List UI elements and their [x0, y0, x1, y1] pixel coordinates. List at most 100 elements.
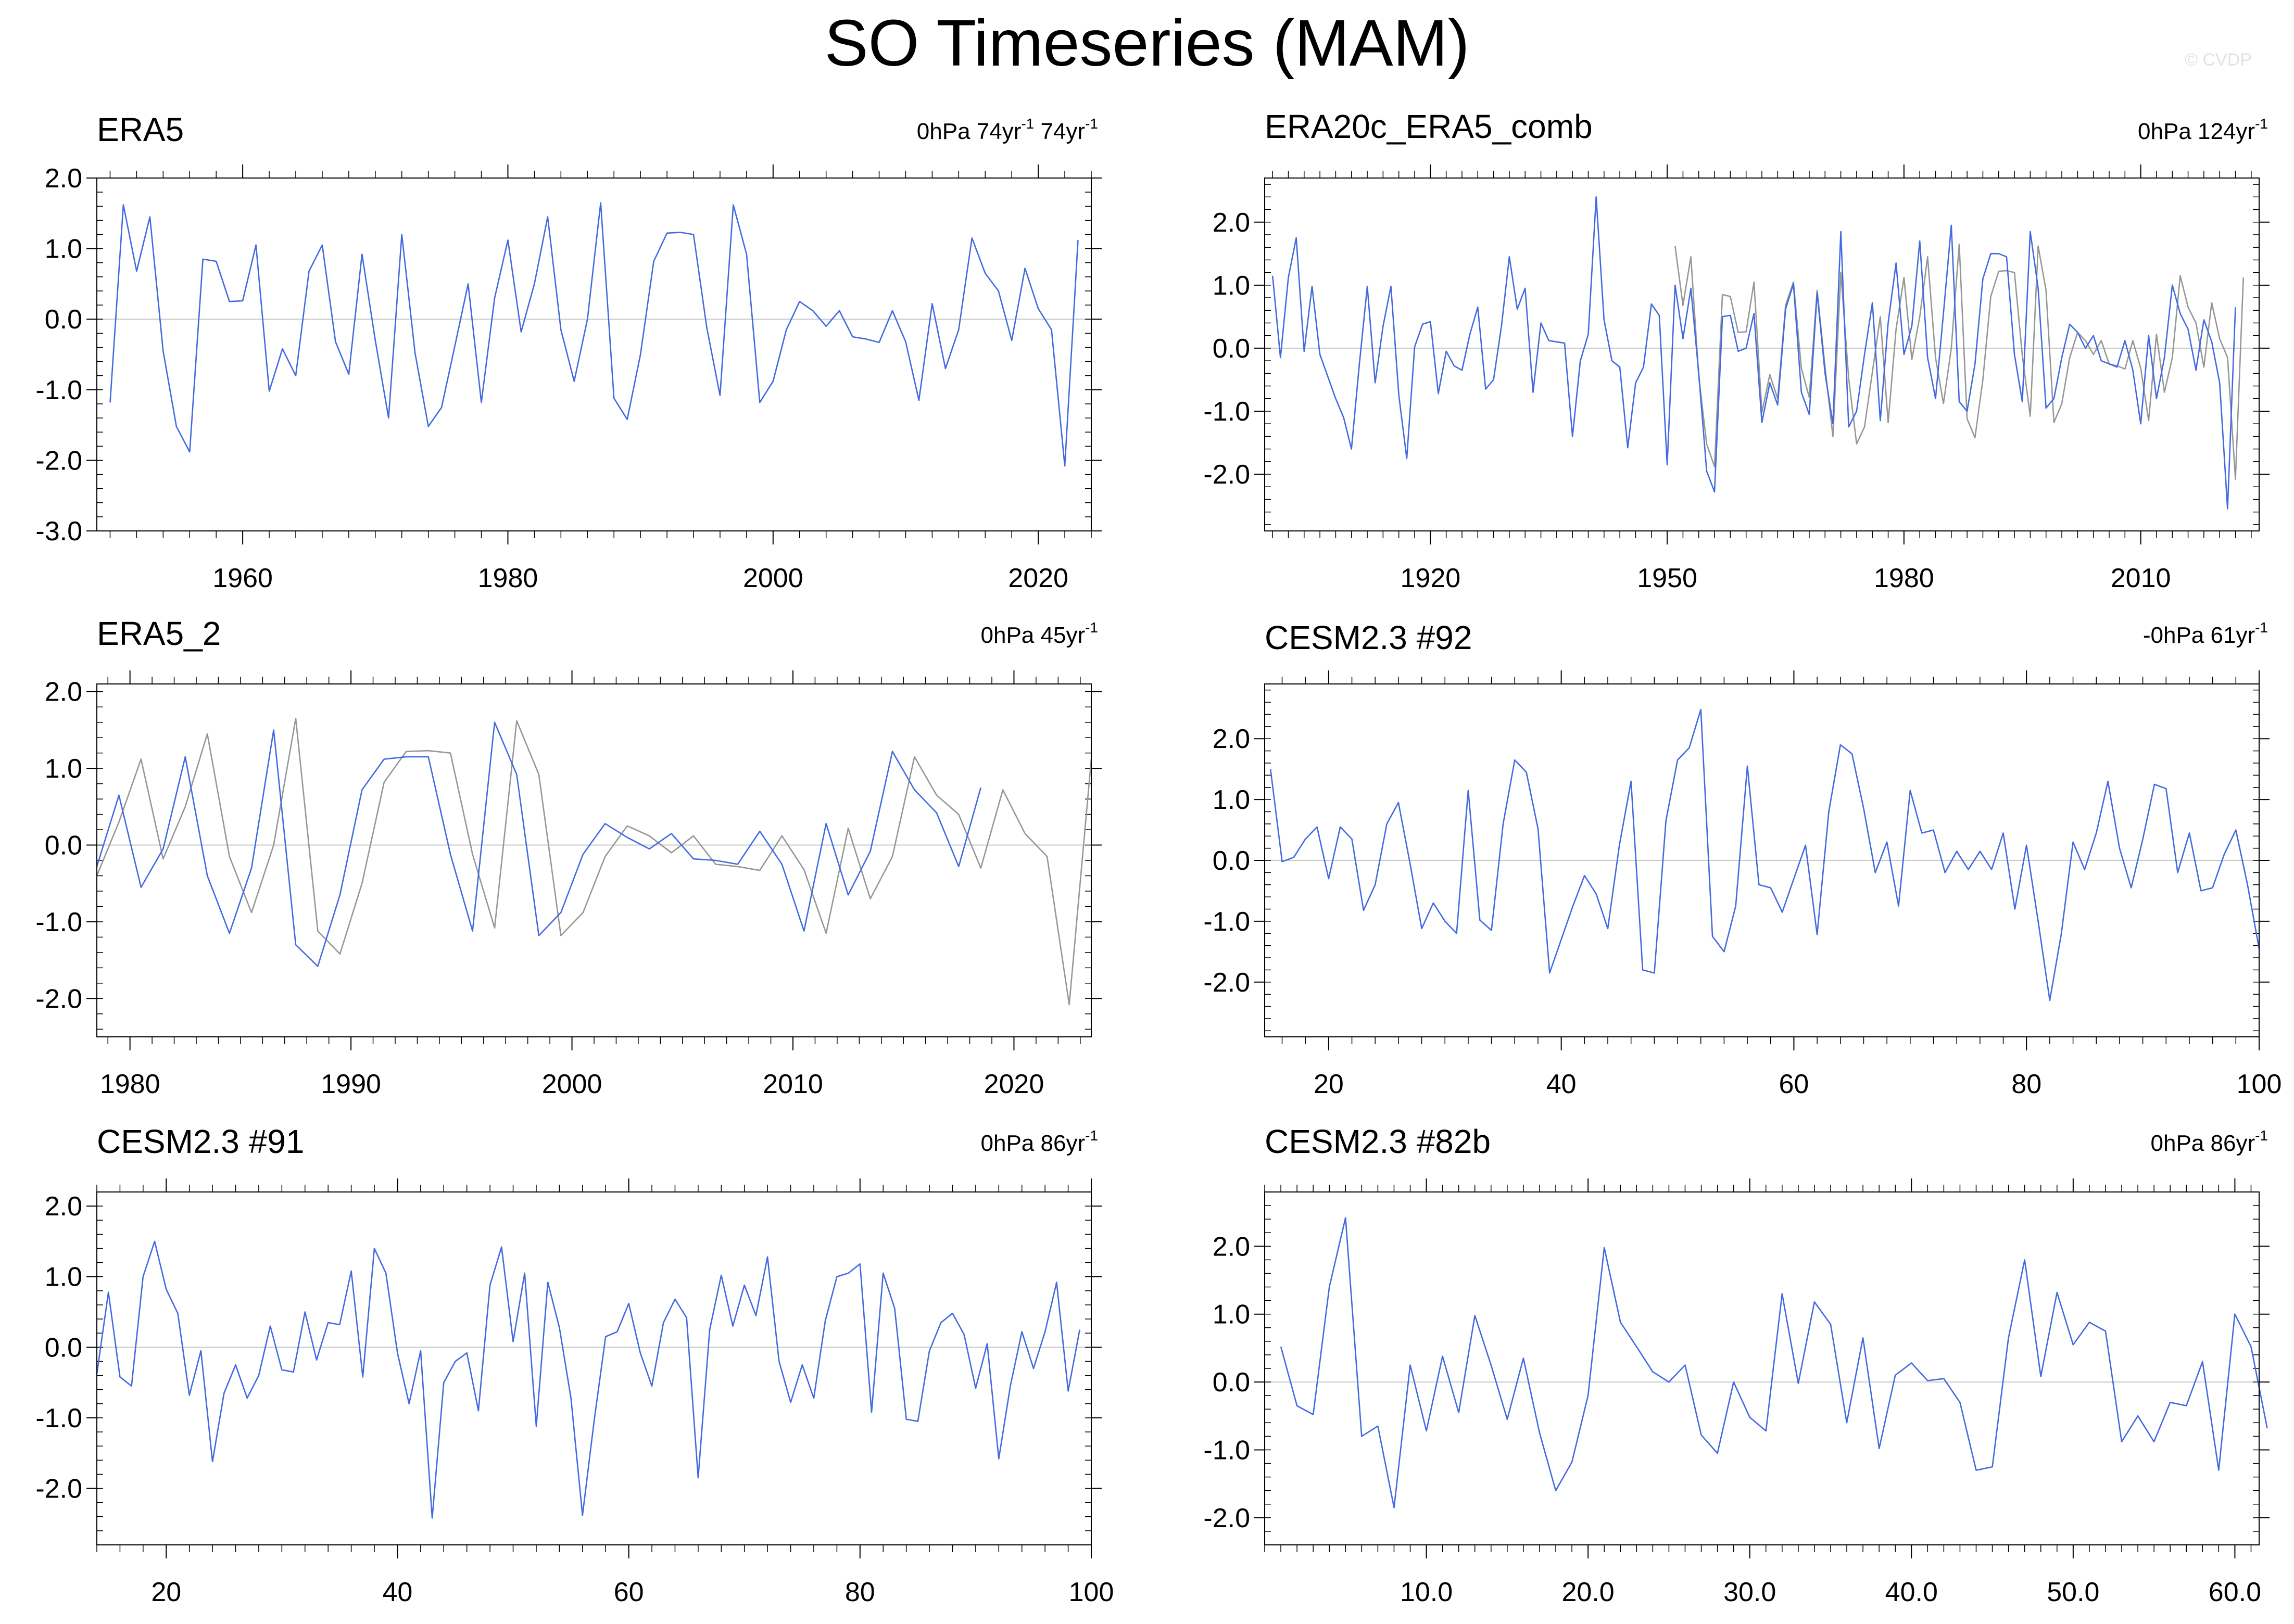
x-tick-label: 10.0 [1400, 1577, 1453, 1607]
y-tick-label: 1.0 [1213, 785, 1250, 815]
panel-title: ERA5_2 [97, 615, 221, 652]
figure-title: SO Timeseries (MAM) [824, 6, 1470, 80]
x-tick-label: 40.0 [1885, 1577, 1938, 1607]
plot-frame [96, 1191, 1092, 1545]
panel-title: CESM2.3 #92 [1265, 619, 1472, 656]
y-tick-label: 0.0 [45, 1333, 82, 1363]
y-tick-label: 0.0 [45, 831, 82, 861]
x-tick-label: 1960 [212, 563, 273, 593]
y-tick-label: -1.0 [35, 1403, 82, 1433]
x-tick-label: 50.0 [2047, 1577, 2099, 1607]
x-tick-label: 1980 [1874, 563, 1934, 593]
y-tick-label: 2.0 [1213, 208, 1250, 238]
panel-title: CESM2.3 #91 [97, 1123, 305, 1160]
panel-title: CESM2.3 #82b [1265, 1123, 1491, 1160]
y-tick-label: -2.0 [1203, 1503, 1250, 1533]
x-tick-label: 1920 [1400, 563, 1460, 593]
x-tick-label: 40 [1546, 1069, 1577, 1099]
panel-cesm-91: CESM2.3 #91 0hPa 86yr-1 -2.0 -1.0 0.0 1.0 2.… [0, 1083, 1147, 1624]
chart-cesm-92: -2.0 -1.0 0.0 1.0 2.0 20 40 60 80 100 [1203, 670, 2282, 1099]
x-tick-label: 20 [1314, 1069, 1344, 1099]
y-tick-label: -1.0 [1203, 397, 1250, 427]
y-tick-label: 0.0 [1213, 846, 1250, 876]
y-tick-label: -1.0 [1203, 907, 1250, 937]
series-line-era5 [1674, 243, 2244, 480]
series-line-cesm2-3-91 [96, 1240, 1081, 1519]
panel-stat: 0hPa 124yr-1 [2138, 116, 2268, 144]
y-tick-label: 1.0 [45, 1262, 82, 1292]
y-tick-label: -1.0 [35, 907, 82, 937]
y-tick-label: -2.0 [35, 984, 82, 1014]
panel-era20c: ERA20c_ERA5_comb 0hPa 124yr-1 -2.0 -1.0 0.… [1147, 0, 2294, 593]
x-tick-label: 1980 [100, 1069, 160, 1099]
chart-cesm-91: -2.0 -1.0 0.0 1.0 2.0 20 40 60 80 100 [35, 1178, 1114, 1607]
chart-era20c: -2.0 -1.0 0.0 1.0 2.0 1920 1950 1980 2010 [1203, 164, 2270, 593]
x-tick-label: 20 [151, 1577, 181, 1607]
panel-stat: 0hPa 86yr-1 [2150, 1127, 2268, 1156]
panel-cesm-82b: CESM2.3 #82b 0hPa 86yr-1 -2.0 -1.0 0.0 1.0 2… [1147, 1083, 2294, 1624]
x-tick-label: 100 [1069, 1577, 1114, 1607]
x-tick-label: 20.0 [1562, 1577, 1615, 1607]
plot-frame [1264, 177, 2260, 531]
plot-frame [1264, 683, 2260, 1037]
panel-era5-2: ERA5_2 0hPa 45yr-1 -2.0 -1.0 0.0 1.0 2.0 1980… [0, 541, 1147, 1099]
y-tick-label: 0.0 [1213, 1367, 1250, 1398]
panel-era5: ERA5 0hPa 74yr-1 74yr-1 -3.0 -2.0 -1.0 0.0 1… [0, 0, 1147, 593]
panel-cesm-92: CESM2.3 #92 -0hPa 61yr-1 -2.0 -1.0 0.0 1.0 2… [1147, 541, 2294, 1099]
x-tick-label: 80 [845, 1577, 875, 1607]
x-tick-label: 2020 [984, 1069, 1044, 1099]
x-tick-label: 1980 [478, 563, 538, 593]
y-tick-label: 0.0 [1213, 334, 1250, 364]
chart-era5-2: -2.0 -1.0 0.0 1.0 2.0 1980 1990 2000 2010 2020 [35, 670, 1102, 1099]
y-tick-label: -2.0 [1203, 460, 1250, 490]
panel-stat: 0hPa 86yr-1 [980, 1127, 1098, 1156]
x-tick-label: 2010 [763, 1069, 823, 1099]
y-tick-label: 2.0 [45, 163, 82, 194]
x-tick-label: 80 [2011, 1069, 2041, 1099]
series-line-era5-2 [96, 721, 982, 967]
series-line-era5 [109, 202, 1079, 467]
y-tick-label: -3.0 [35, 516, 82, 547]
y-tick-label: 2.0 [1213, 1232, 1250, 1262]
x-tick-label: 1950 [1637, 563, 1697, 593]
x-tick-label: 2000 [743, 563, 803, 593]
series-line-era20c-era5-comb [1271, 196, 2236, 510]
x-tick-label: 2010 [2111, 563, 2171, 593]
plot-frame [1264, 1191, 2260, 1545]
panel-stat: 0hPa 74yr-1 74yr-1 [916, 116, 1098, 144]
x-tick-label: 2020 [1008, 563, 1068, 593]
y-tick-label: 0.0 [45, 304, 82, 335]
y-tick-label: 1.0 [45, 234, 82, 264]
y-tick-label: 1.0 [45, 754, 82, 784]
panel-title: ERA5 [97, 111, 184, 148]
x-tick-label: 100 [2237, 1069, 2282, 1099]
y-tick-label: 1.0 [1213, 271, 1250, 301]
panel-title: ERA20c_ERA5_comb [1265, 108, 1593, 145]
x-tick-label: 60 [614, 1577, 644, 1607]
panel-stat: -0hPa 61yr-1 [2142, 619, 2268, 648]
series-line-era5 [96, 717, 1092, 1006]
x-tick-label: 2000 [542, 1069, 602, 1099]
y-tick-label: -2.0 [35, 446, 82, 476]
chart-cesm-82b: -2.0 -1.0 0.0 1.0 2.0 10.0 20.0 30.0 40.0 50.0 60.… [1203, 1178, 2270, 1607]
y-tick-label: 2.0 [45, 677, 82, 707]
y-tick-label: -2.0 [35, 1474, 82, 1504]
plot-frame [96, 177, 1092, 531]
series-line-cesm2-3-82b [1280, 1217, 2268, 1508]
y-tick-label: 2.0 [45, 1191, 82, 1222]
y-tick-label: -1.0 [35, 375, 82, 405]
y-tick-label: -2.0 [1203, 968, 1250, 998]
x-tick-label: 1990 [321, 1069, 381, 1099]
y-tick-label: -1.0 [1203, 1435, 1250, 1465]
watermark: © CVDP [2185, 50, 2252, 70]
chart-era5: -3.0 -2.0 -1.0 0.0 1.0 2.0 1960 1980 2000 2020 [35, 163, 1102, 593]
y-tick-label: 1.0 [1213, 1300, 1250, 1330]
plot-frame [96, 683, 1092, 1037]
x-tick-label: 60 [1779, 1069, 1809, 1099]
y-tick-label: 2.0 [1213, 724, 1250, 754]
x-tick-label: 40 [383, 1577, 413, 1607]
x-tick-label: 60.0 [2209, 1577, 2261, 1607]
panel-stat: 0hPa 45yr-1 [980, 619, 1098, 648]
x-tick-label: 30.0 [1723, 1577, 1776, 1607]
series-line-cesm2-3-92 [1269, 708, 2260, 1001]
